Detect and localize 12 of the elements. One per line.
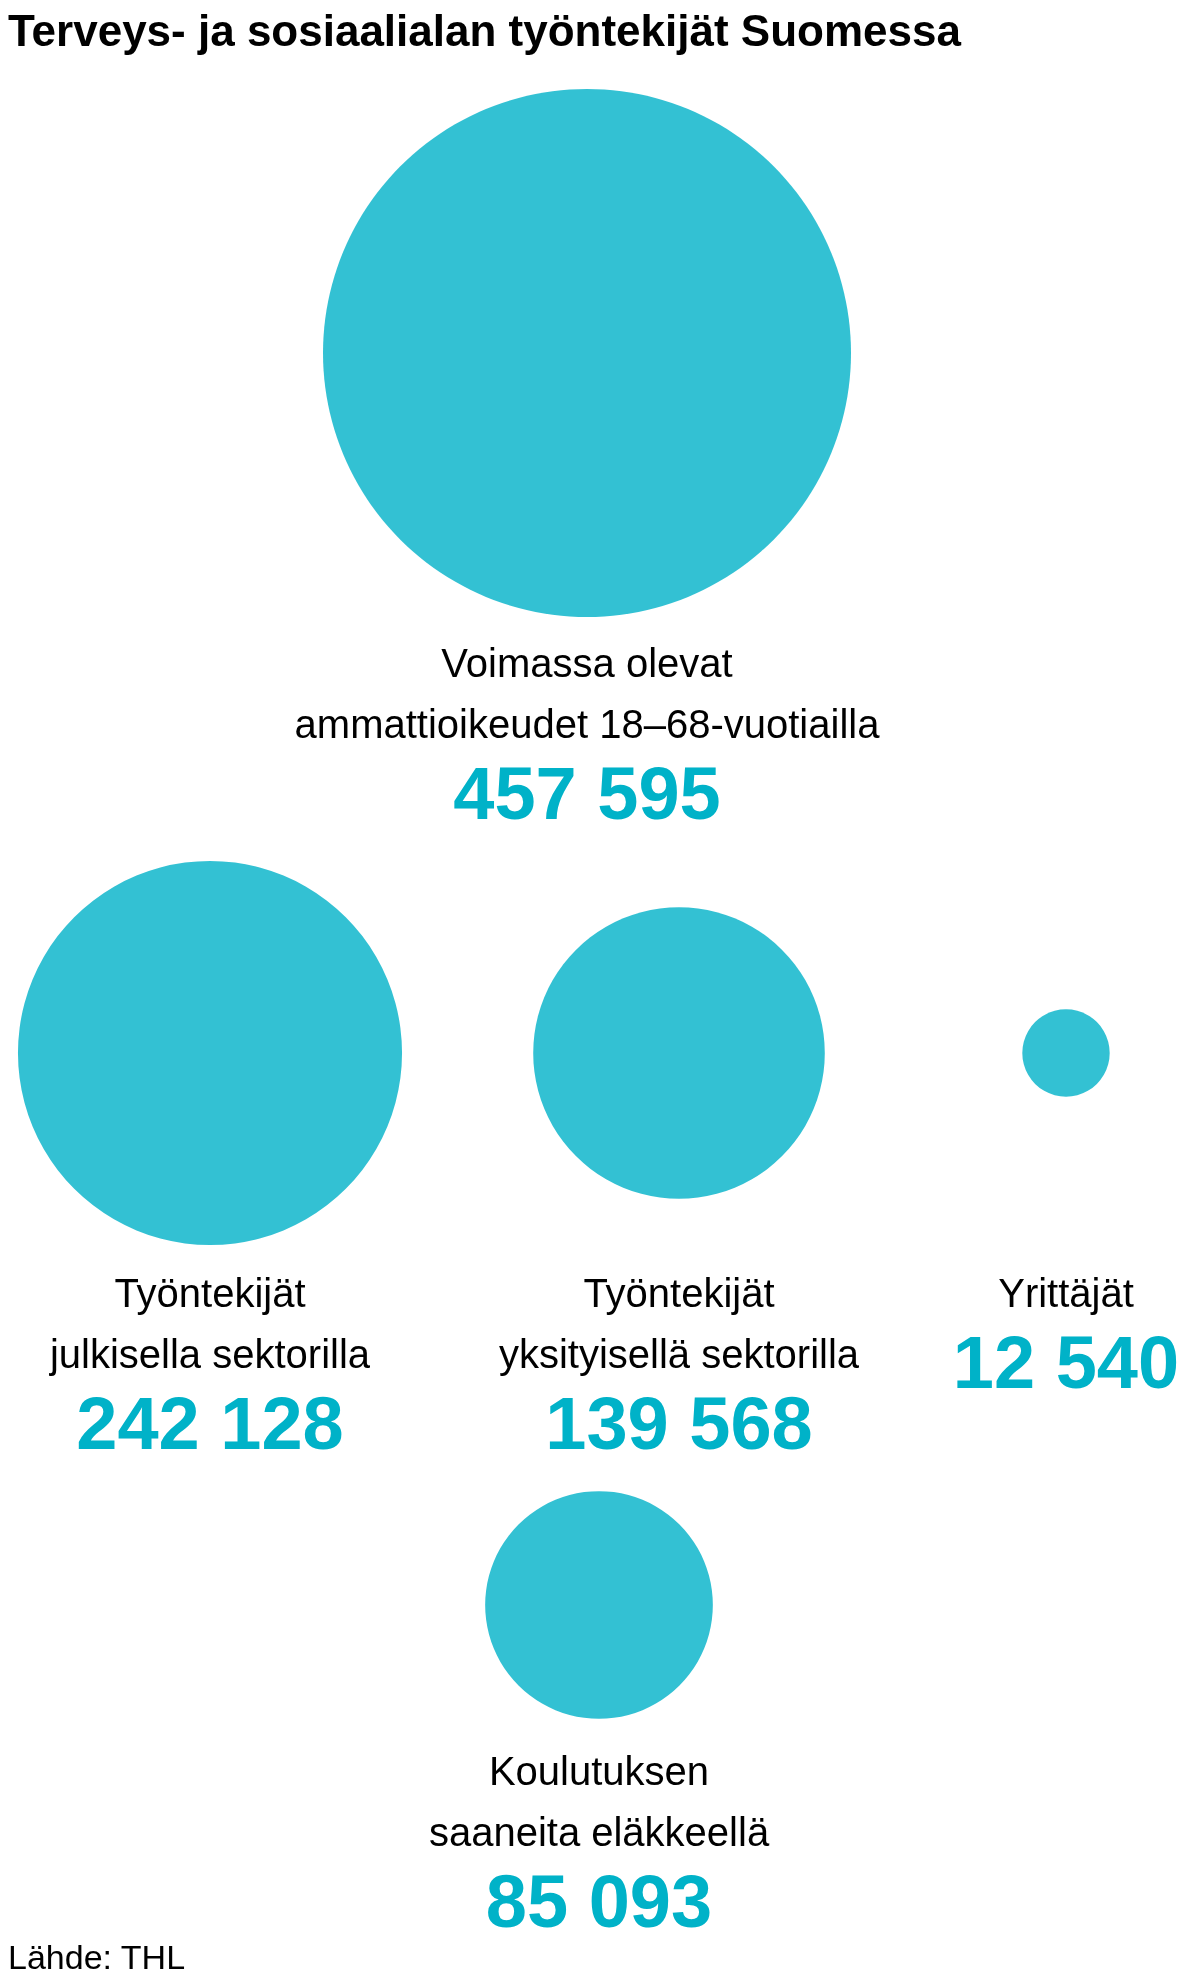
data-label: 12 540	[952, 1320, 1180, 1404]
data-label: 139 568	[545, 1381, 813, 1465]
category-label: Koulutuksen saaneita eläkkeellä	[428, 1748, 770, 1854]
category-label: Yrittäjät	[998, 1270, 1134, 1315]
category-label: Voimassa olevat ammattioikeudet 18–68-vuotiailla	[294, 640, 881, 746]
data-label: 85 093	[485, 1859, 713, 1943]
data-label: 242 128	[76, 1381, 344, 1465]
data-label: 457 595	[453, 751, 721, 835]
text: Terveys- ja sosiaalialan työntekijät Suomessa	[8, 5, 962, 55]
text: Lähde: THL	[8, 1938, 186, 1976]
category-label: Työntekijät yksityisellä sektorilla	[498, 1270, 860, 1376]
category-label: Työntekijät julkisella sektorilla	[48, 1270, 371, 1376]
